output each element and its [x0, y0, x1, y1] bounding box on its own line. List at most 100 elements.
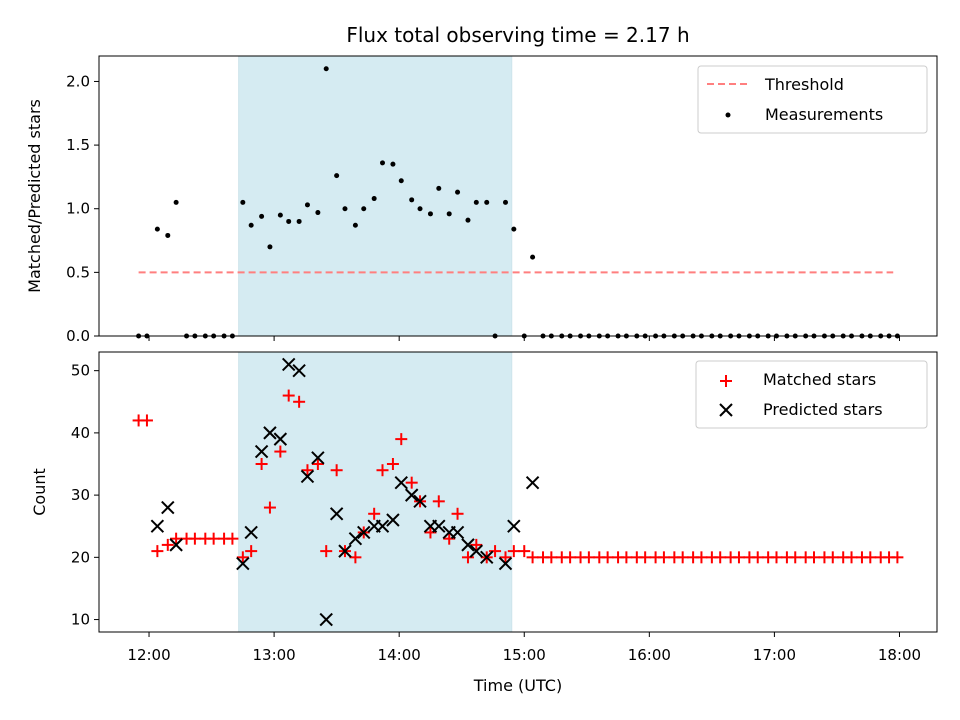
y-tick-label: 0.5: [66, 263, 90, 281]
measurements-point: [511, 226, 517, 232]
legend-threshold-label: Threshold: [764, 75, 844, 94]
predicted-stars-point: [292, 363, 306, 378]
matched-stars-point: [845, 551, 858, 564]
measurements-point: [173, 199, 179, 205]
panel-count-frame: [98, 351, 938, 633]
matched-stars-point: [226, 532, 239, 545]
matched-stars-point: [789, 551, 802, 564]
matched-stars-point: [751, 551, 764, 564]
predicted-stars-point: [461, 538, 475, 552]
x-axis-label: Time (UTC): [473, 676, 562, 695]
predicted-stars-point: [300, 469, 315, 484]
measurements-point: [277, 212, 283, 218]
matched-stars-point: [320, 545, 333, 558]
matched-stars-point: [245, 545, 258, 558]
matched-stars-point: [236, 551, 249, 564]
matched-stars-point: [188, 532, 201, 545]
matched-stars-point: [770, 551, 783, 564]
matched-stars-point: [732, 551, 745, 564]
chart-title: Flux total observing time = 2.17 h: [346, 23, 689, 47]
measurements-point: [259, 213, 265, 219]
measurements-point: [323, 66, 329, 72]
matched-stars-point: [207, 532, 220, 545]
predicted-stars-point: [357, 525, 371, 540]
matched-stars-point: [424, 526, 437, 539]
matched-stars-point: [151, 545, 164, 558]
panel-ratio-shade: [238, 55, 513, 337]
predicted-stars-point: [236, 556, 250, 571]
predicted-stars-point: [281, 357, 296, 372]
predicted-stars-point: [375, 519, 390, 533]
matched-stars-point: [545, 551, 558, 564]
matched-stars-point: [274, 445, 287, 458]
predicted-stars-point: [150, 519, 165, 533]
matched-stars-point: [826, 551, 839, 564]
predicted-stars-point: [413, 494, 427, 509]
matched-stars-point: [140, 414, 153, 427]
panel-ratio-frame: [98, 55, 938, 337]
panel-count-xticks: 12:00 13:00 14:00 15:00 16:00 17:00 18:00: [127, 632, 921, 664]
matched-stars-point: [639, 551, 652, 564]
predicted-stars-point: [348, 531, 363, 546]
panel-count-legend: Matched stars Predicted stars: [695, 360, 928, 429]
matched-stars-point: [676, 551, 689, 564]
measurements-point: [304, 202, 310, 208]
legend-predicted-label: Predicted stars: [763, 400, 883, 419]
x-tick-label: 14:00: [378, 646, 421, 664]
measurements-point: [446, 211, 452, 217]
x-tick-label: 18:00: [878, 646, 921, 664]
matched-stars-point: [170, 532, 183, 545]
predicted-stars-point: [273, 432, 288, 446]
measurements-point: [427, 211, 433, 217]
predicted-stars-point: [254, 444, 269, 459]
x-tick-label: 16:00: [628, 646, 671, 664]
matched-stars-point: [330, 464, 343, 477]
measurements-point: [390, 161, 396, 167]
matched-stars-point: [293, 395, 306, 408]
measurements-point: [455, 189, 461, 195]
measurements-point: [502, 199, 508, 205]
panel-ratio-yticks: 0.0 0.5 1.0 1.5 2.0: [66, 72, 99, 345]
measurements-point: [154, 226, 160, 232]
measurements-point: [380, 160, 386, 166]
measurements-point: [530, 254, 536, 260]
legend-box: [695, 360, 928, 429]
measurements-point: [436, 185, 442, 191]
measurements-point: [240, 199, 246, 205]
measurements-point: [286, 218, 292, 224]
matched-stars-point: [368, 507, 381, 520]
predicted-stars-point: [169, 538, 183, 552]
panel-count: 10 20 30 40 50 12:00 13:00 14:00 15:00 16:00 17:0…: [30, 351, 938, 695]
measurements-point: [371, 196, 377, 202]
matched-stars-point: [432, 495, 445, 508]
x-tick-label: 13:00: [252, 646, 295, 664]
legend-measurements-swatch: [725, 112, 731, 118]
predicted-stars-point: [450, 525, 465, 540]
matched-stars-point: [518, 545, 531, 558]
measurements-point: [417, 206, 423, 212]
predicted-stars-point: [498, 556, 513, 571]
measurements-point: [334, 173, 340, 179]
matched-stars-point: [405, 476, 418, 489]
y-tick-label: 1.0: [66, 200, 90, 218]
measurements-point: [267, 244, 273, 250]
matched-stars-point: [808, 551, 821, 564]
x-tick-label: 15:00: [503, 646, 546, 664]
matched-stars-point: [620, 551, 633, 564]
predicted-stars-point: [432, 519, 446, 533]
predicted-stars-point: [244, 525, 258, 540]
matched-stars-point: [695, 551, 708, 564]
matched-stars-point: [461, 551, 474, 564]
predicted-stars-point: [338, 544, 352, 558]
matched-stars-point: [499, 551, 512, 564]
matched-stars-point: [349, 551, 362, 564]
predicted-stars-point: [507, 519, 521, 533]
y-tick-label: 50: [71, 362, 90, 380]
x-tick-label: 12:00: [127, 646, 170, 664]
panel-ratio: 0.00.51.01.52.0 Matched/Predicted stars …: [25, 55, 938, 345]
matched-stars-point: [161, 538, 174, 551]
matched-stars-point: [301, 464, 314, 477]
y-tick-label: 40: [71, 424, 90, 442]
panel-ratio-legend: Threshold Measurements: [697, 65, 928, 134]
